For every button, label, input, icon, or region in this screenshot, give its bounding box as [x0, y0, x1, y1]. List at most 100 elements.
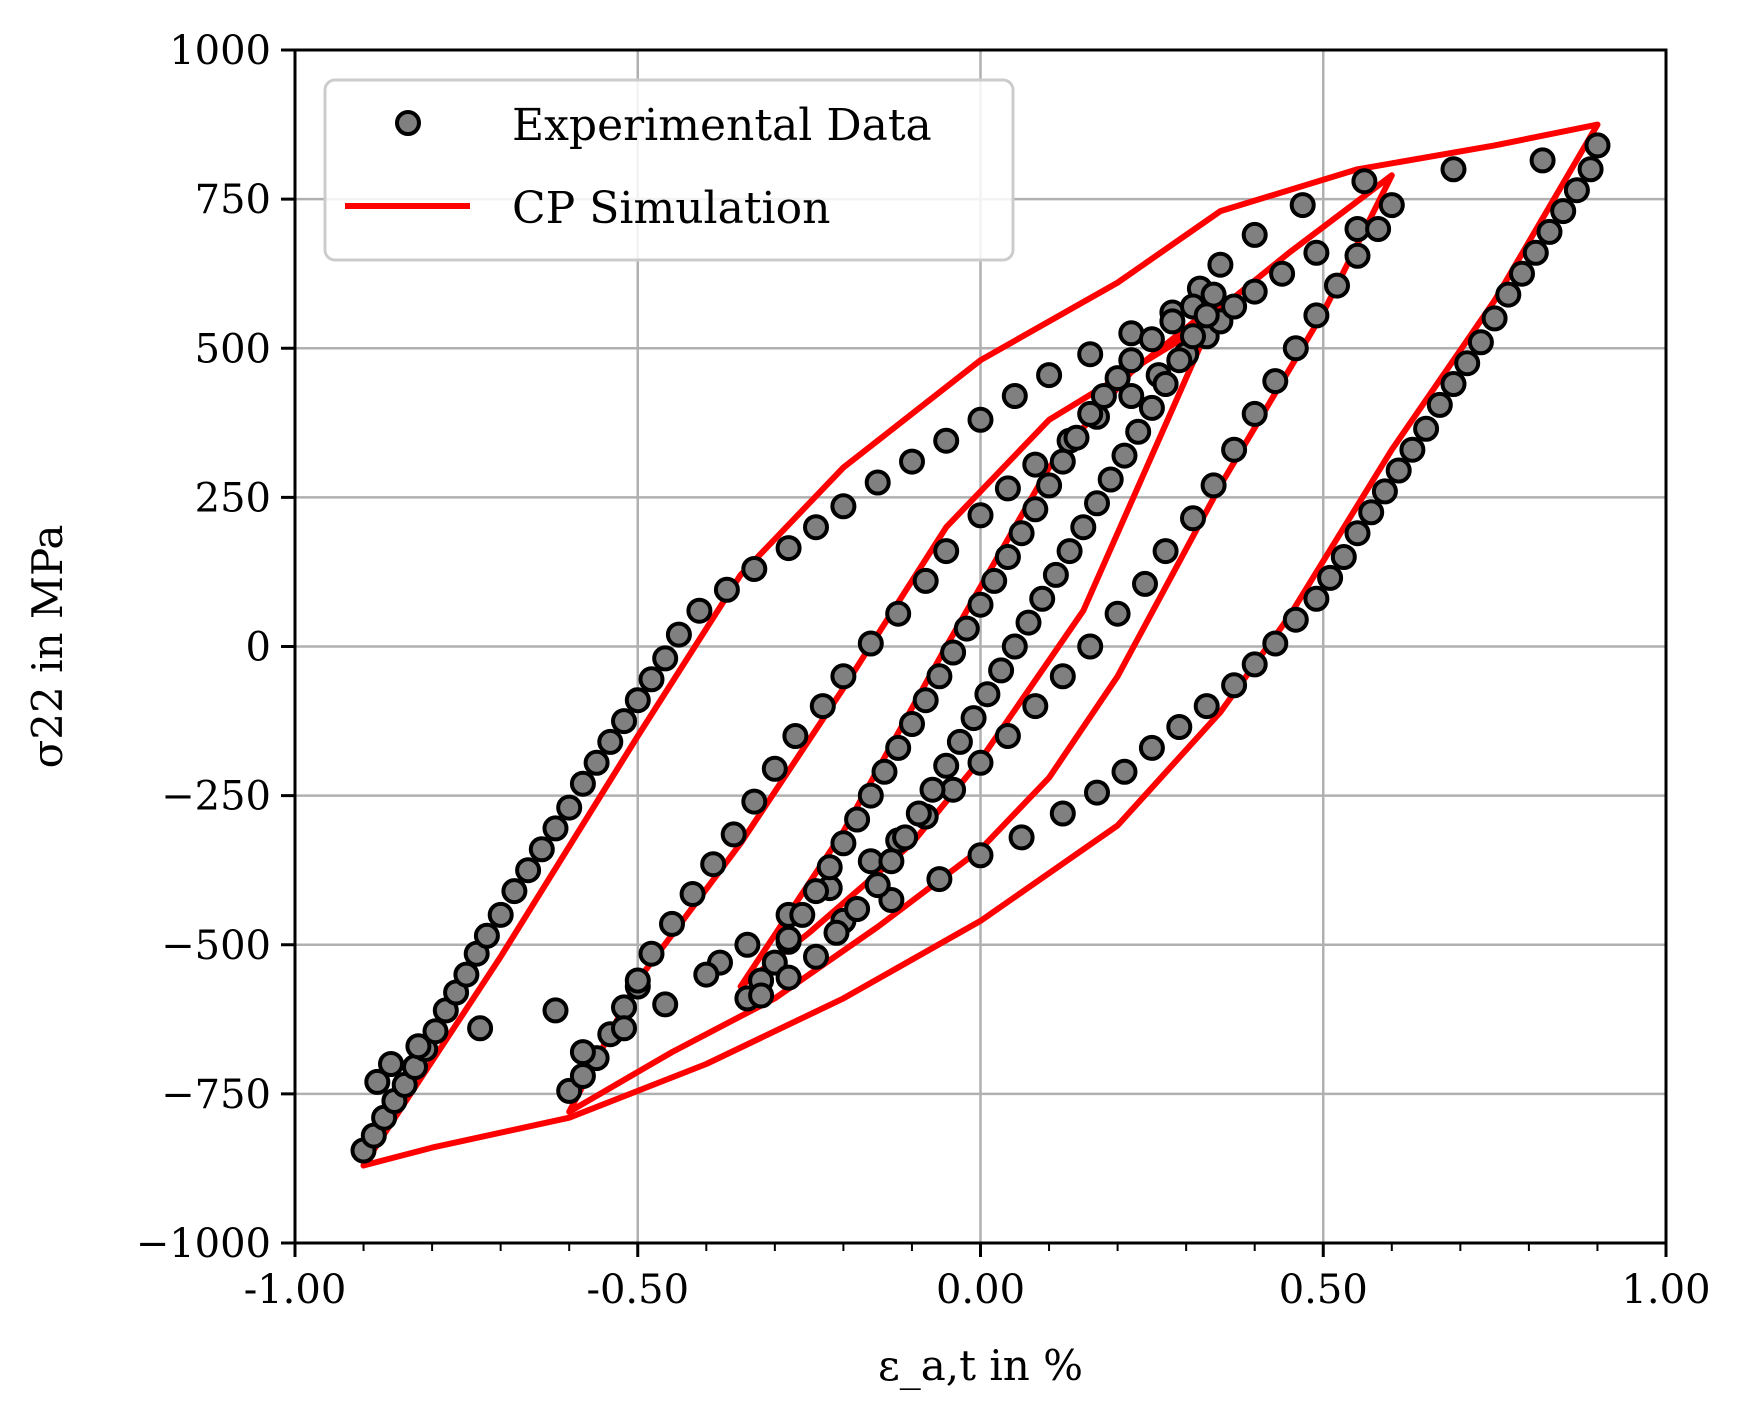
y-tick-label: 250: [195, 475, 271, 521]
data-point: [624, 687, 651, 714]
data-point: [1221, 672, 1248, 699]
data-point: [720, 821, 747, 848]
data-point: [1289, 192, 1316, 219]
data-point: [1550, 198, 1577, 225]
data-point: [1084, 490, 1110, 517]
data-point: [624, 967, 651, 994]
data-point: [1036, 472, 1063, 499]
data-point: [405, 1033, 432, 1060]
data-point: [583, 749, 610, 776]
data-point: [1221, 293, 1248, 320]
data-point: [864, 872, 891, 899]
data-point: [1125, 418, 1152, 445]
y-tick-label: −1000: [136, 1221, 271, 1267]
data-point: [1042, 561, 1069, 588]
data-point: [994, 475, 1021, 502]
data-point: [1022, 496, 1049, 523]
data-point: [1467, 329, 1494, 356]
data-point: [1282, 606, 1309, 633]
data-point: [1495, 281, 1522, 308]
data-point: [857, 782, 884, 809]
data-point: [1152, 371, 1179, 397]
data-point: [528, 836, 555, 863]
data-point: [967, 502, 994, 529]
data-point: [1193, 302, 1220, 329]
data-point: [693, 961, 720, 988]
data-point: [775, 535, 802, 562]
legend-box: [323, 78, 1015, 262]
data-point: [1159, 308, 1186, 335]
data-point: [830, 493, 857, 520]
data-point: [1577, 156, 1604, 183]
data-point: [652, 991, 679, 1018]
data-point: [1282, 335, 1309, 362]
y-tick-label: 750: [195, 177, 271, 223]
data-point: [638, 940, 665, 967]
data-point: [1008, 824, 1035, 851]
data-point: [809, 693, 836, 720]
data-point: [1036, 362, 1063, 389]
data-point: [1104, 600, 1131, 627]
data-point: [611, 1015, 637, 1042]
data-point: [686, 597, 713, 624]
data-point: [1440, 156, 1467, 183]
data-point: [775, 964, 802, 991]
data-point: [1365, 216, 1392, 242]
data-point: [885, 734, 912, 761]
data-point: [1138, 326, 1165, 353]
simulation-loop-0: [360, 121, 1601, 1169]
data-point: [1351, 168, 1378, 195]
x-tick-label: 0.50: [1279, 1267, 1368, 1313]
data-point: [899, 711, 925, 737]
data-point: [1241, 651, 1268, 678]
data-point: [960, 705, 987, 732]
data-point: [1509, 260, 1535, 287]
x-tick-label: 0.00: [936, 1267, 1025, 1313]
data-point: [659, 910, 685, 937]
data-point: [1015, 609, 1042, 636]
data-point: [1180, 323, 1206, 350]
data-point: [364, 1068, 391, 1095]
data-point: [892, 824, 919, 851]
y-tick-label: −500: [161, 923, 271, 969]
data-point: [1529, 147, 1556, 174]
data-point: [1097, 466, 1124, 493]
data-point: [919, 776, 946, 803]
legend: Experimental Data CP Simulation: [323, 78, 1015, 262]
data-point: [556, 794, 583, 821]
data-point: [542, 815, 569, 842]
data-point: [1426, 391, 1453, 418]
data-point: [1070, 514, 1097, 541]
data-point: [679, 881, 706, 907]
data-point: [542, 997, 569, 1024]
data-point: [501, 878, 528, 905]
data-point: [1481, 305, 1508, 332]
y-axis-label: σ22 in MPa: [23, 525, 72, 769]
x-axis-label: ε_a,t in %: [878, 1341, 1083, 1390]
data-point: [912, 567, 939, 594]
data-point: [933, 427, 960, 454]
data-point: [967, 591, 994, 618]
y-tick-label: −750: [161, 1072, 271, 1118]
data-point: [1241, 221, 1268, 248]
data-point: [1262, 368, 1289, 395]
data-point: [1077, 633, 1104, 660]
data-point: [1111, 758, 1138, 785]
y-tick-label: −250: [161, 774, 271, 820]
data-point: [926, 663, 953, 690]
data-point: [1022, 451, 1049, 478]
data-point: [638, 666, 665, 693]
data-point: [1180, 505, 1206, 532]
data-point: [967, 406, 994, 433]
data-point: [1138, 734, 1165, 761]
data-point: [994, 723, 1021, 749]
legend-label-experimental: Experimental Data: [512, 100, 932, 151]
data-point: [844, 896, 871, 922]
data-point: [1454, 350, 1481, 377]
data-point: [422, 1018, 449, 1045]
data-point: [933, 752, 960, 779]
data-point: [1221, 436, 1248, 463]
data-point: [775, 925, 802, 952]
data-point: [844, 806, 871, 833]
data-point: [1378, 192, 1405, 219]
